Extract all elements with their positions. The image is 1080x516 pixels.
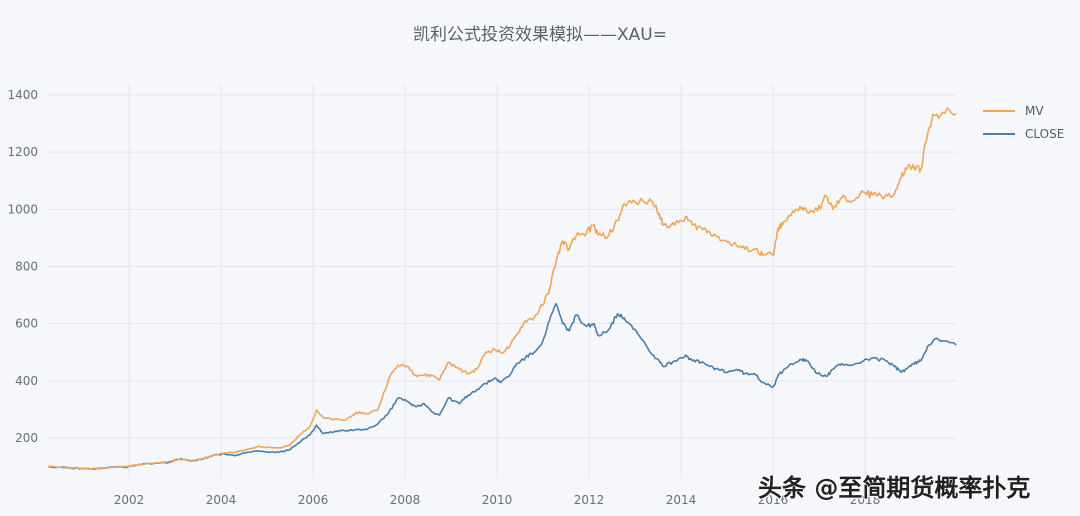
x-tick-label: 2010 bbox=[482, 493, 513, 507]
mv-line-swatch-icon bbox=[983, 109, 1015, 112]
close-line-swatch-icon bbox=[983, 132, 1015, 135]
y-tick-label: 800 bbox=[15, 260, 38, 274]
legend-item-mv[interactable]: MV bbox=[983, 99, 1064, 122]
series-line-close bbox=[47, 302, 957, 471]
grid-lines bbox=[48, 85, 956, 478]
x-tick-label: 2004 bbox=[206, 493, 237, 507]
y-tick-label: 1000 bbox=[7, 202, 38, 216]
y-tick-label: 1400 bbox=[7, 88, 38, 102]
y-tick-label: 200 bbox=[15, 431, 38, 445]
series-line-mv bbox=[47, 107, 957, 470]
x-tick-label: 2006 bbox=[298, 493, 329, 507]
legend: MV CLOSE bbox=[983, 99, 1064, 145]
chart-title: 凯利公式投资效果模拟——XAU= bbox=[413, 25, 667, 45]
y-tick-label: 600 bbox=[15, 317, 38, 331]
x-tick-label: 2008 bbox=[390, 493, 421, 507]
x-tick-label: 2012 bbox=[574, 493, 605, 507]
series-lines bbox=[47, 107, 957, 471]
x-tick-label: 2018 bbox=[850, 493, 881, 507]
legend-item-close[interactable]: CLOSE bbox=[983, 122, 1064, 145]
x-tick-label: 2016 bbox=[758, 493, 789, 507]
watermark: 头条 @至简期货概率扑克 bbox=[758, 474, 1031, 502]
legend-label-mv: MV bbox=[1025, 103, 1044, 118]
x-axis-ticks: 2002 2004 2006 2008 2010 2012 2014 2016 2018 bbox=[114, 493, 881, 507]
legend-label-close: CLOSE bbox=[1025, 126, 1065, 141]
y-tick-label: 400 bbox=[15, 374, 38, 388]
x-tick-label: 2014 bbox=[666, 493, 697, 507]
x-tick-label: 2002 bbox=[114, 493, 145, 507]
y-tick-label: 1200 bbox=[7, 145, 38, 159]
y-axis-ticks: 200 400 600 800 1000 1200 1400 bbox=[7, 88, 38, 445]
